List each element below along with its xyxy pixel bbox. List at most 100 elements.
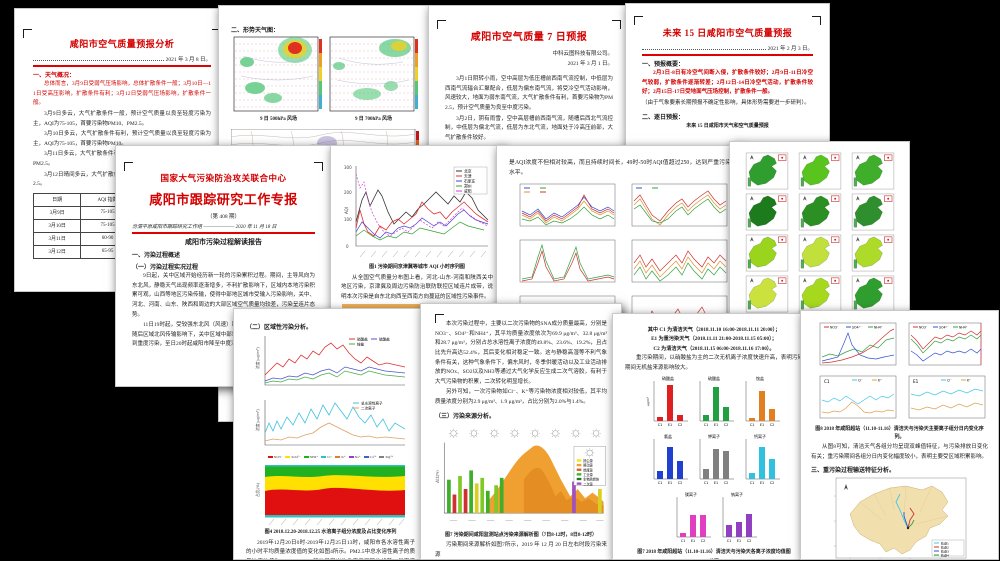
section-heading: 二、形势天气图： (231, 28, 280, 34)
page-spatial-maps[interactable]: 2018.11.11 20:00 (729, 141, 910, 323)
crop-mark (437, 20, 446, 29)
figure-caption: 图4 2018.12.20-2018.12.25 水溶离子组分浓度及占比变化序列 (264, 530, 397, 535)
page-fig4-ion-series[interactable]: （二）区域性污染分析。 浓度(μg/m³) 硝酸盐 硫酸盐 铵盐 浓度(μg/m… (233, 308, 428, 560)
svg-text:C2: C2 (770, 423, 775, 427)
definition-line: 其中 C1 为清洁天气（2018.11.10 16:00-2018.11.11 … (647, 327, 781, 333)
definition-line: E1 为重污染天气（2018.11.11 21:00-2018.11.15 05… (651, 336, 777, 343)
page-zhuanbao[interactable]: 国家大气污染防治攻关联合中心 咸阳市跟踪研究工作专报 （第 408 期） 汾渭平… (115, 145, 332, 387)
figure-caption: 图7 2018 年咸阳超站（11.10-11.16）清洁天与污染天各离子浓度均值… (637, 550, 791, 556)
section-heading: （二）区域性污染分析。 (246, 325, 313, 331)
definition-line: C2 为清洁天气（2018.11.15 06:00-2018.11.16 17:… (653, 345, 775, 352)
svg-text:浓度(μg/m³): 浓度(μg/m³) (255, 347, 260, 369)
svg-text:C2: C2 (678, 423, 683, 427)
weather-map-500hpa (233, 36, 322, 112)
paragraph: 3月9日多云，大气扩散条件一般，预计空气质量以良至轻度污染为主，AQI为75-1… (33, 110, 211, 127)
svg-text:轨迹1: 轨迹1 (941, 541, 949, 546)
factor-chart (519, 240, 616, 283)
city-map-tile (745, 152, 788, 190)
city-map-tile (745, 193, 788, 231)
aqi-timeseries-chart: 0 100 200 300 AQI 北京 天津 石家庄 郑州 咸阳 (344, 165, 489, 258)
wind-sun-icons (448, 428, 602, 438)
byline: 汾渭平原咸阳市跟踪研究工作组 ——————— 2020 年 11 月 18 日 (132, 225, 277, 230)
svg-text:200: 200 (344, 190, 352, 195)
paragraph: 污染期间来源解析如图7所示，2019 年 12 月 20 日左右时段污染来源 (435, 542, 607, 558)
svg-text:硫酸盐: 硫酸盐 (708, 375, 720, 381)
paragraph: 3月10日多云，大气扩散条件有利，预计空气质量以良至轻度污染为主，AQI为75-… (33, 131, 211, 147)
page-ion-bars[interactable]: 其中 C1 为清洁天气（2018.11.10 16:00-2018.11.11 … (612, 313, 816, 560)
diurnal-chart: E1 Cl⁻ K⁺ (908, 375, 986, 419)
svg-text:郑州: 郑州 (464, 184, 472, 189)
svg-text:硝酸盐: 硝酸盐 (357, 337, 368, 342)
crop-mark (314, 162, 323, 171)
ion-bar-chart: 钾离子 C1 E1 C2 (699, 433, 734, 485)
source-apportionment-chart: 占比(%) 扬尘源 移动源 燃 (435, 428, 606, 521)
svg-text:C1: C1 (704, 481, 709, 485)
svg-text:E1: E1 (668, 423, 672, 427)
svg-text:咸阳: 咸阳 (464, 189, 472, 194)
city-map-tile (851, 234, 894, 272)
svg-text:μg/m³: μg/m³ (646, 397, 650, 407)
svg-text:石家庄: 石家庄 (464, 179, 476, 184)
svg-text:NH4⁺: NH4⁺ (874, 326, 883, 330)
svg-text:E1: E1 (668, 481, 672, 485)
crop-mark (812, 16, 821, 25)
paragraph: 3月2日，阴有雨雪，空中高层槽前西南气流，随槽后西北气流控制，中低层为偏北气流，… (445, 115, 613, 141)
date-line: 2021 年 3 月 1 日。 (567, 61, 613, 67)
svg-text:300: 300 (344, 165, 352, 170)
svg-text:0: 0 (346, 244, 349, 249)
svg-text:SO4²⁻: SO4²⁻ (939, 326, 949, 330)
svg-text:总水溶性离子: 总水溶性离子 (361, 401, 383, 406)
svg-text:C1: C1 (658, 481, 663, 485)
svg-text:C2: C2 (701, 539, 706, 543)
section-heading: 一、天气概况： (33, 73, 76, 79)
org-title: 国家大气污染防治攻关联合中心 (160, 173, 287, 183)
table-title: 未来 15 日咸阳市天气和空气质量预报 (686, 123, 769, 129)
ion-bar-chart: 硫酸盐 C1 E1 C2 (699, 375, 734, 427)
page-title: 咸阳市空气质量 7 日预报 (470, 32, 588, 43)
city-map-tile (745, 234, 788, 272)
svg-text:C2: C2 (678, 481, 683, 485)
paragraph: 3月1日阴转小雨，空中高层为低压槽前西南气流控制，中低层为西南气流辐合汇聚配合，… (445, 76, 613, 111)
svg-text:E1: E1 (714, 423, 718, 427)
svg-text:铵盐: 铵盐 (756, 375, 764, 381)
factor-chart (631, 184, 728, 227)
svg-text:NH4⁺: NH4⁺ (959, 326, 968, 330)
ion-bar-chart: 硝酸盐 μg/m³ C1 E1 C2 (646, 375, 688, 427)
ion-bar-chart: 氯盐 C1 E1 C2 (653, 433, 688, 485)
ion-fraction-stacked-chart: 占比(%) (255, 465, 405, 526)
report-subtitle: 咸阳市污染过程解读报告 (185, 238, 262, 246)
svg-text:铵盐: 铵盐 (357, 342, 365, 347)
svg-text:钾离子: 钾离子 (708, 433, 720, 439)
chart-legend: 北京 天津 石家庄 郑州 咸阳 (453, 166, 488, 195)
svg-text:NO3⁻: NO3⁻ (830, 326, 839, 330)
page-title: 咸阳市跟踪研究工作专报 (149, 192, 298, 207)
city-map-tile (798, 193, 841, 231)
crop-mark (612, 20, 621, 29)
ion-bar-chart: 镁离子 C1 E1 C2 (676, 491, 711, 543)
total-ion-chart: 浓度(μg/m³) 总水溶性离子 二次离子 (255, 400, 405, 446)
city-map-tile (851, 152, 894, 190)
svg-text:工业源: 工业源 (583, 472, 593, 477)
paragraph: 从图8可知，清洁天气各组分均呈现双峰值特征，与污染排放日变化有关；重污染期间各组… (811, 444, 988, 460)
page-source-analysis[interactable]: 本次污染过程中，主要以二次污染物的SNA成分质量最高，分别是NO3⁻、SO4²⁻… (420, 303, 622, 560)
crop-mark (23, 29, 32, 38)
page-fig8-fig9[interactable]: NO3⁻ SO4²⁻ NH4⁺ NO3⁻ SO4²⁻ NH4⁺ (800, 310, 999, 560)
svg-text:C1: C1 (704, 423, 709, 427)
svg-text:生物质燃烧: 生物质燃烧 (583, 476, 599, 481)
sub-heading: （一）污染过程实况过程 (132, 265, 199, 271)
svg-text:移动源: 移动源 (583, 462, 593, 467)
map-caption-left: 9 日 500hPa 风场 (259, 117, 298, 122)
svg-text:钙离子: 钙离子 (754, 433, 766, 439)
city-map-tile (851, 275, 894, 313)
city-map-tile (851, 193, 894, 231)
svg-text:占比(%): 占比(%) (255, 482, 260, 497)
svg-text:C1: C1 (727, 539, 732, 543)
svg-text:轨迹4: 轨迹4 (941, 553, 949, 558)
svg-text:E1: E1 (737, 539, 741, 543)
svg-text:C1: C1 (658, 423, 663, 427)
svg-text:E1: E1 (714, 481, 718, 485)
diurnal-chart: NO3⁻ SO4²⁻ NH4⁺ (819, 322, 897, 366)
page-title: 咸阳市空气质量预报分析 (69, 39, 175, 49)
svg-text:C1: C1 (750, 481, 755, 485)
